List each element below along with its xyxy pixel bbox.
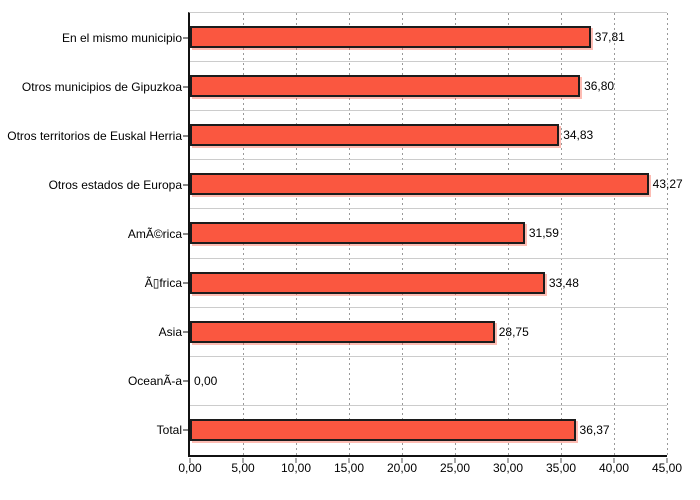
value-label: 28,75 xyxy=(498,324,529,339)
value-label: 37,81 xyxy=(594,30,625,45)
bar xyxy=(190,173,649,196)
x-axis-tick-label: 25,00 xyxy=(439,461,471,475)
y-axis-tick xyxy=(183,429,188,431)
bar-row: 31,59 xyxy=(190,209,667,259)
value-label: 0,00 xyxy=(194,373,218,388)
x-axis-tick-label: 35,00 xyxy=(545,461,577,475)
x-axis-tick-label: 30,00 xyxy=(492,461,523,475)
bar-row: 36,80 xyxy=(190,62,667,112)
gridline-vertical xyxy=(667,13,668,455)
bar xyxy=(190,419,576,442)
bar-row: 33,48 xyxy=(190,259,667,308)
x-axis-tick xyxy=(507,458,509,463)
y-axis-tick xyxy=(183,331,188,333)
bar xyxy=(190,222,525,245)
bar-row: 36,37 xyxy=(190,406,667,455)
bar-row: 34,83 xyxy=(190,111,667,161)
plot-area: 37,81 36,80 34,83 43,27 31,59 33,48 28,75 0,00 3… xyxy=(183,12,683,463)
value-label: 31,59 xyxy=(528,226,559,241)
y-axis-tick xyxy=(183,233,188,235)
x-axis-tick-label: 20,00 xyxy=(386,461,418,475)
y-axis-tick xyxy=(183,86,188,88)
category-label: Asia xyxy=(158,325,182,340)
bar-row: 28,75 xyxy=(190,308,667,357)
x-axis-tick xyxy=(348,458,350,463)
bar xyxy=(190,271,545,294)
category-label: Otros estados de Europa xyxy=(48,177,182,192)
value-label: 36,80 xyxy=(584,79,615,94)
category-label: OceanÃ-a xyxy=(127,374,182,389)
bar xyxy=(190,124,560,147)
x-axis-tick-label: 0,00 xyxy=(178,461,202,475)
y-axis-tick xyxy=(183,135,188,137)
category-label: Otros territorios de Euskal Herria xyxy=(7,128,182,143)
x-axis-tick-label: 15,00 xyxy=(333,461,364,475)
category-label: En el mismo municipio xyxy=(61,30,182,45)
category-label: Otros municipios de Gipuzkoa xyxy=(21,79,182,94)
x-axis-tick-labels: 0,00 5,00 10,00 15,00 20,00 25,00 30,00 35,00 40… xyxy=(178,461,682,477)
value-label: 43,27 xyxy=(652,177,683,192)
x-axis-tick xyxy=(189,458,191,463)
y-axis-tick xyxy=(183,380,188,382)
x-axis-tick xyxy=(401,458,403,463)
x-axis-tick-label: 45,00 xyxy=(651,461,683,475)
bar xyxy=(190,75,581,98)
x-axis-tick xyxy=(454,458,456,463)
category-label: Total xyxy=(156,423,182,438)
category-axis-labels: En el mismo municipio Otros municipios de… xyxy=(0,13,184,455)
x-axis-tick xyxy=(295,458,297,463)
y-axis-tick xyxy=(183,184,188,186)
gridline-vertical xyxy=(561,13,562,455)
x-axis-tick xyxy=(666,458,668,463)
category-label: Ã▯frica xyxy=(144,276,182,291)
y-axis-tick xyxy=(183,282,188,284)
x-axis-tick-label: 5,00 xyxy=(231,461,255,475)
y-axis-tick xyxy=(183,37,188,39)
value-label: 34,83 xyxy=(563,128,594,143)
bar-row: 0,00 xyxy=(190,357,667,406)
gridline-vertical xyxy=(614,13,615,455)
bar-row: 37,81 xyxy=(190,13,667,63)
bar xyxy=(190,26,591,49)
x-axis-tick xyxy=(613,458,615,463)
x-axis-tick-label: 10,00 xyxy=(280,461,312,475)
x-axis-tick xyxy=(242,458,244,463)
x-axis-tick xyxy=(560,458,562,463)
category-label: AmÃ©rica xyxy=(127,226,182,241)
bar-rows: 37,81 36,80 34,83 43,27 31,59 33,48 28,75 0,00 3… xyxy=(190,13,683,455)
x-axis-tick-label: 40,00 xyxy=(598,461,630,475)
value-label: 33,48 xyxy=(548,275,579,290)
bar xyxy=(190,320,495,343)
bar-row: 43,27 xyxy=(190,160,683,210)
value-label: 36,37 xyxy=(579,423,610,438)
